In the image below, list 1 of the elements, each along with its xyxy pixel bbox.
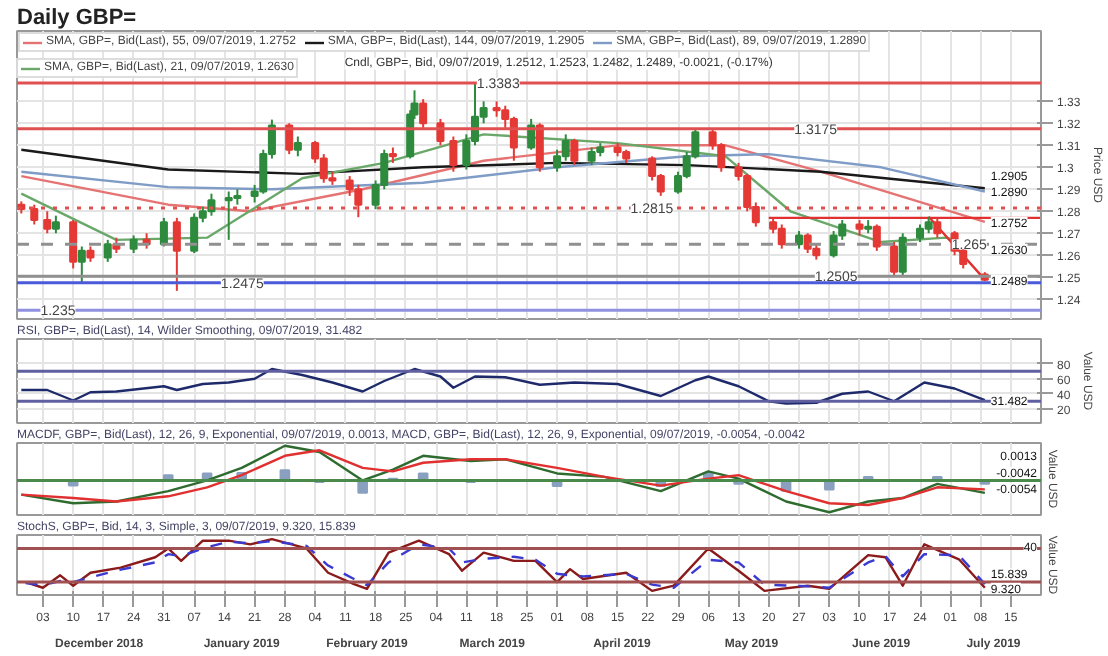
- chart-title: Daily GBP=: [17, 6, 137, 30]
